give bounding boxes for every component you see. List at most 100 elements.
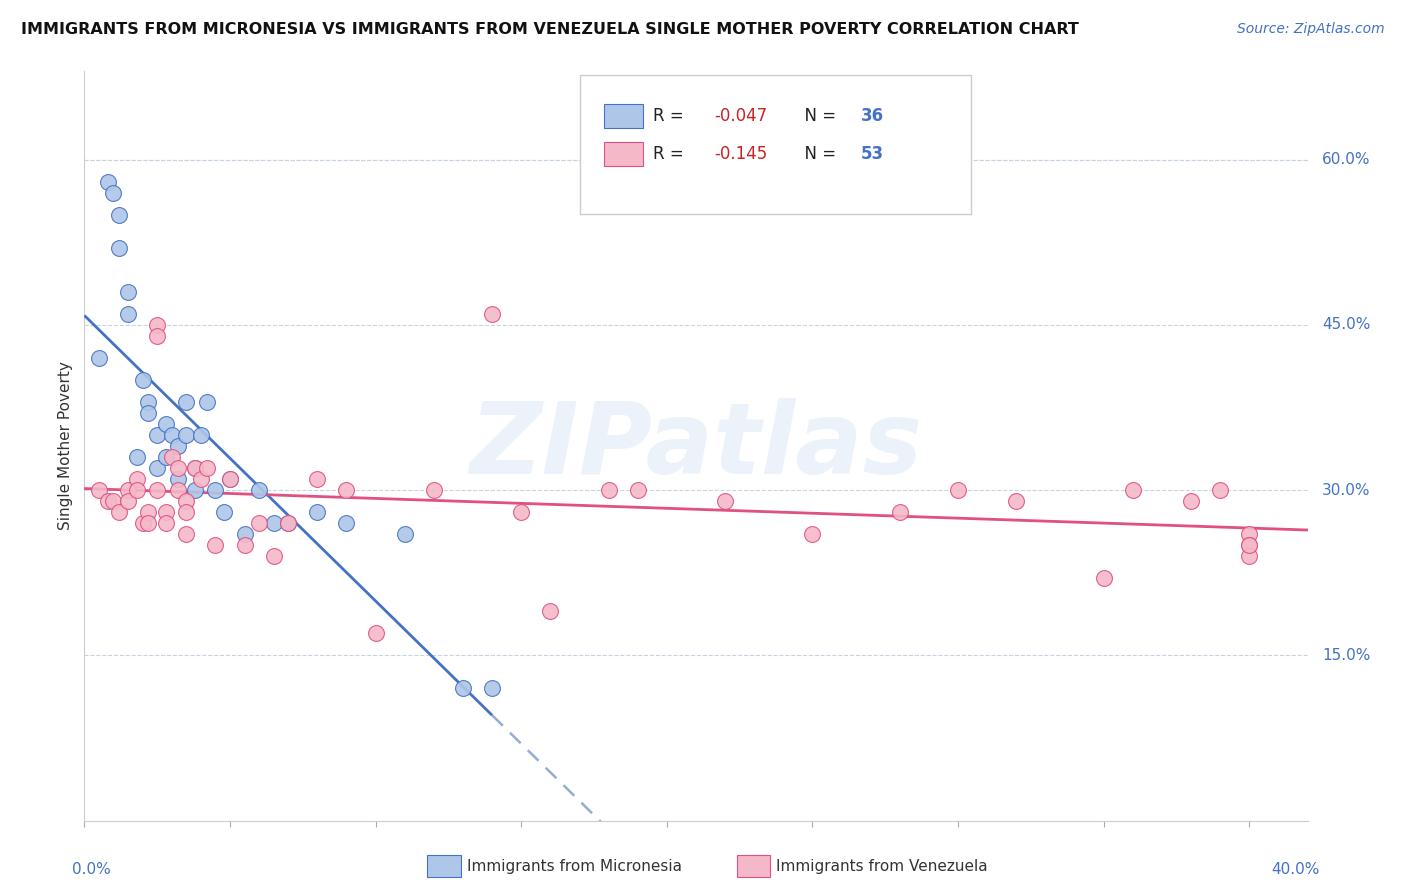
Point [146, 483, 169, 497]
Point [166, 439, 188, 453]
Point [117, 483, 139, 497]
Point [131, 373, 153, 387]
Point [103, 186, 125, 200]
Point [1180, 494, 1202, 508]
Point [125, 483, 148, 497]
Point [307, 472, 329, 486]
Point [1239, 527, 1261, 541]
Point [190, 428, 212, 442]
Point [364, 626, 387, 640]
Point [117, 494, 139, 508]
Point [335, 483, 357, 497]
Text: N =: N = [794, 107, 846, 125]
Point [131, 516, 153, 530]
Point [307, 505, 329, 519]
Point [125, 450, 148, 464]
Point [97, 494, 120, 508]
Y-axis label: Single Mother Poverty: Single Mother Poverty [58, 361, 73, 531]
Point [138, 505, 160, 519]
Point [166, 461, 188, 475]
Point [889, 505, 911, 519]
Text: Source: ZipAtlas.com: Source: ZipAtlas.com [1237, 22, 1385, 37]
Point [233, 538, 256, 552]
FancyBboxPatch shape [605, 142, 644, 166]
Point [247, 483, 270, 497]
Text: Immigrants from Micronesia: Immigrants from Micronesia [467, 859, 682, 873]
Text: 45.0%: 45.0% [1322, 318, 1371, 333]
Point [138, 406, 160, 420]
Point [1239, 538, 1261, 552]
Point [97, 175, 120, 189]
Point [627, 483, 650, 497]
Point [155, 417, 177, 431]
Point [108, 241, 131, 255]
Point [1239, 549, 1261, 564]
Point [166, 483, 188, 497]
Point [103, 494, 125, 508]
Point [1005, 494, 1028, 508]
Point [538, 604, 561, 618]
Point [481, 681, 503, 696]
Text: R =: R = [654, 145, 695, 162]
Point [117, 307, 139, 321]
Point [174, 428, 197, 442]
Point [184, 483, 207, 497]
Point [146, 428, 169, 442]
Point [195, 395, 218, 409]
Point [138, 516, 160, 530]
Point [160, 450, 183, 464]
FancyBboxPatch shape [579, 75, 972, 214]
Point [184, 461, 207, 475]
Text: -0.047: -0.047 [714, 107, 768, 125]
Point [174, 494, 197, 508]
Point [219, 472, 242, 486]
Point [174, 505, 197, 519]
Text: ZIPatlas: ZIPatlas [470, 398, 922, 494]
Point [184, 461, 207, 475]
Point [263, 516, 285, 530]
Text: 60.0%: 60.0% [1322, 152, 1371, 167]
Point [155, 450, 177, 464]
Text: 36: 36 [860, 107, 884, 125]
Point [204, 538, 226, 552]
Point [160, 428, 183, 442]
Point [190, 472, 212, 486]
Text: 15.0%: 15.0% [1322, 648, 1371, 663]
Point [87, 483, 110, 497]
Point [714, 494, 737, 508]
Point [108, 208, 131, 222]
Point [146, 328, 169, 343]
Point [174, 527, 197, 541]
Point [1122, 483, 1144, 497]
Text: Immigrants from Venezuela: Immigrants from Venezuela [776, 859, 988, 873]
Point [117, 285, 139, 299]
Point [1209, 483, 1232, 497]
Point [1239, 538, 1261, 552]
Point [219, 472, 242, 486]
Point [166, 472, 188, 486]
Point [451, 681, 474, 696]
Point [247, 516, 270, 530]
Point [233, 527, 256, 541]
Point [146, 318, 169, 332]
Point [335, 516, 357, 530]
Point [277, 516, 299, 530]
Point [510, 505, 533, 519]
Point [146, 461, 169, 475]
Point [423, 483, 446, 497]
FancyBboxPatch shape [605, 104, 644, 128]
Point [87, 351, 110, 365]
Text: R =: R = [654, 107, 695, 125]
Point [155, 505, 177, 519]
Point [108, 505, 131, 519]
Point [138, 395, 160, 409]
Text: N =: N = [794, 145, 846, 162]
Point [155, 516, 177, 530]
Point [125, 472, 148, 486]
Point [394, 527, 416, 541]
Text: IMMIGRANTS FROM MICRONESIA VS IMMIGRANTS FROM VENEZUELA SINGLE MOTHER POVERTY CO: IMMIGRANTS FROM MICRONESIA VS IMMIGRANTS… [21, 22, 1078, 37]
Point [277, 516, 299, 530]
Point [1092, 571, 1115, 585]
Point [481, 307, 503, 321]
Point [174, 395, 197, 409]
